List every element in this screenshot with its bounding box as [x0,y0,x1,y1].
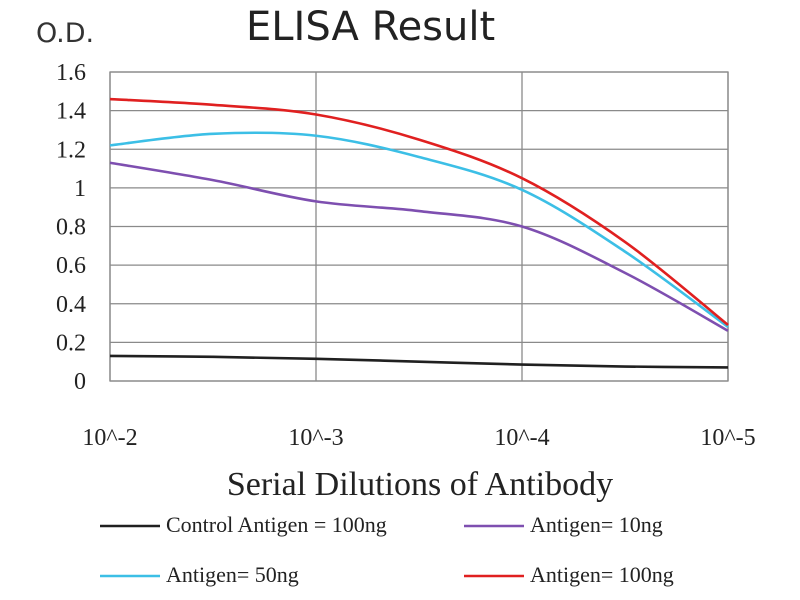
y-tick-label: 1.2 [56,137,86,163]
grid [109,71,729,382]
y-tick-label: 0.6 [56,253,86,279]
series-line-3 [109,97,729,327]
y-tick-label: 0.8 [56,215,86,241]
series-line-2 [109,131,729,328]
y-tick-label: 1 [74,176,86,202]
series-line-0 [109,354,729,369]
legend-label: Antigen= 50ng [166,562,299,587]
chart-title: ELISA Result [246,4,495,50]
x-tick-labels: 10^-2 10^-3 10^-4 10^-5 [82,425,755,451]
series-line-1 [109,161,729,332]
y-tick-labels: 0 0.2 0.4 0.6 0.8 1 1.2 1.4 1.6 [56,60,86,395]
series-lines [109,97,729,369]
x-tick-label: 10^-3 [288,425,343,451]
x-axis-label: Serial Dilutions of Antibody [227,466,613,503]
y-tick-label: 0 [74,369,86,395]
legend-label: Antigen= 100ng [530,562,674,587]
y-tick-label: 1.6 [56,60,86,86]
x-tick-label: 10^-4 [494,425,549,451]
y-tick-label: 1.4 [56,99,86,125]
legend-label: Control Antigen = 100ng [166,512,387,537]
legend-label: Antigen= 10ng [530,512,663,537]
y-tick-label: 0.4 [56,292,86,318]
y-axis-label: O.D. [36,18,94,49]
x-tick-label: 10^-5 [700,425,755,451]
legend: Control Antigen = 100ng Antigen= 10ng Anti… [100,512,674,587]
x-tick-label: 10^-2 [82,425,137,451]
y-tick-label: 0.2 [56,330,86,356]
plot-frame [109,71,729,382]
